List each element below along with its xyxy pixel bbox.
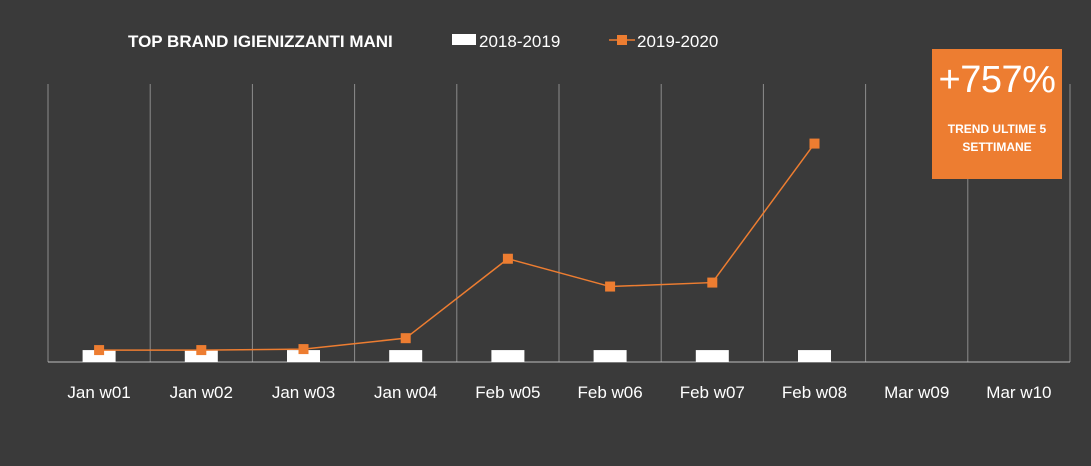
legend: 2018-2019 2019-2020 [452, 32, 718, 51]
line-marker [298, 344, 309, 355]
bar [287, 350, 320, 362]
legend-swatch-bar [452, 34, 476, 45]
bar [491, 350, 525, 362]
trend-badge: +757% TREND ULTIME 5 SETTIMANE [932, 49, 1062, 179]
x-tick-label: Feb w08 [782, 383, 847, 402]
x-tick-label: Jan w01 [67, 383, 130, 402]
bar [695, 350, 729, 362]
line-marker [196, 345, 207, 356]
line-marker [94, 345, 105, 356]
line-series [94, 138, 820, 356]
line-marker [400, 333, 411, 344]
bar [184, 350, 218, 362]
line-marker [502, 253, 513, 264]
legend-label-series-1: 2018-2019 [479, 32, 560, 51]
legend-label-series-2: 2019-2020 [637, 32, 718, 51]
x-tick-label: Mar w09 [884, 383, 949, 402]
bar [593, 350, 627, 362]
line-marker [707, 277, 718, 288]
bar [82, 350, 116, 362]
x-tick-label: Jan w04 [374, 383, 437, 402]
x-tick-label: Jan w03 [272, 383, 335, 402]
x-tick-label: Feb w07 [680, 383, 745, 402]
legend-swatch-marker [617, 35, 627, 45]
series-line [99, 143, 816, 351]
tick-labels: Jan w01 Jan w02 Jan w03 Jan w04 Feb w05 Feb w… [67, 383, 1051, 402]
gridlines [47, 84, 1071, 362]
line-marker [809, 138, 820, 149]
trend-label: TREND ULTIME 5 SETTIMANE [947, 122, 1047, 154]
bar [798, 350, 831, 362]
x-tick-label: Mar w10 [986, 383, 1051, 402]
bars [82, 350, 831, 362]
line-marker [605, 281, 616, 292]
x-tick-label: Feb w06 [577, 383, 642, 402]
trend-value: +757% [938, 59, 1056, 101]
x-tick-label: Feb w05 [475, 383, 540, 402]
bar [389, 350, 423, 362]
chart-title: TOP BRAND IGIENIZZANTI MANI [128, 32, 393, 51]
x-tick-label: Jan w02 [170, 383, 233, 402]
